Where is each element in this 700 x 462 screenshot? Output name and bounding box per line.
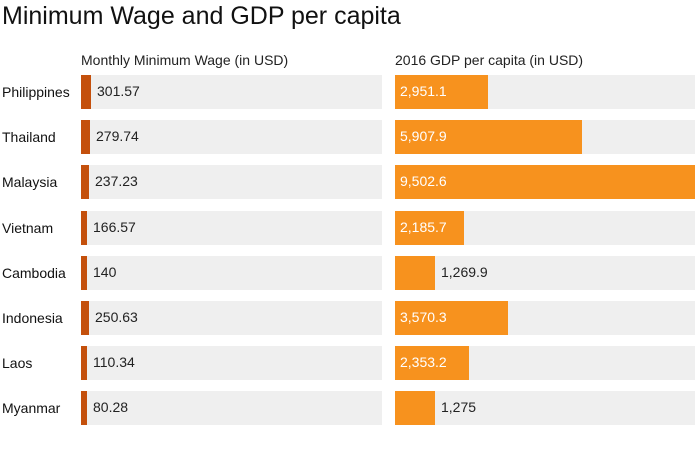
wage-track-malaysia	[81, 165, 382, 199]
wage-bar-laos	[81, 346, 87, 380]
wage-bar-myanmar	[81, 391, 87, 425]
gdp-track-cambodia	[395, 256, 695, 290]
gdp-value-myanmar: 1,275	[441, 399, 477, 415]
wage-track-vietnam	[81, 211, 382, 245]
gdp-value-indonesia: 3,570.3	[400, 309, 447, 325]
gdp-value-philippines: 2,951.1	[400, 83, 447, 99]
category-label-indonesia: Indonesia	[2, 310, 63, 326]
wage-bar-thailand	[81, 120, 90, 154]
gdp-value-cambodia: 1,269.9	[441, 264, 488, 280]
category-label-cambodia: Cambodia	[2, 265, 66, 281]
wage-value-indonesia: 250.63	[95, 309, 138, 325]
category-label-laos: Laos	[2, 355, 33, 371]
category-label-thailand: Thailand	[2, 129, 56, 145]
wage-value-myanmar: 80.28	[93, 399, 129, 415]
gdp-value-malaysia: 9,502.6	[400, 173, 447, 189]
gdp-track-myanmar	[395, 391, 695, 425]
gdp-bar-malaysia	[395, 165, 695, 199]
gdp-value-vietnam: 2,185.7	[400, 219, 447, 235]
wage-value-malaysia: 237.23	[95, 173, 138, 189]
gdp-bar-thailand	[395, 120, 582, 154]
wage-bar-cambodia	[81, 256, 87, 290]
wage-bar-philippines	[81, 75, 91, 109]
wage-value-thailand: 279.74	[96, 128, 139, 144]
category-label-myanmar: Myanmar	[2, 400, 61, 416]
wage-bar-indonesia	[81, 301, 89, 335]
wage-track-myanmar	[81, 391, 382, 425]
wage-track-laos	[81, 346, 382, 380]
wage-track-thailand	[81, 120, 382, 154]
wage-value-philippines: 301.57	[97, 83, 140, 99]
gdp-value-laos: 2,353.2	[400, 354, 447, 370]
wage-bar-malaysia	[81, 165, 89, 199]
gdp-bar-indonesia	[395, 301, 508, 335]
wage-value-cambodia: 140	[93, 264, 117, 280]
gdp-bar-philippines	[395, 75, 488, 109]
gdp-column-header: 2016 GDP per capita (in USD)	[395, 52, 584, 68]
wage-track-indonesia	[81, 301, 382, 335]
gdp-bar-myanmar	[395, 391, 435, 425]
wage-bar-vietnam	[81, 211, 87, 245]
wage-column-header: Monthly Minimum Wage (in USD)	[81, 52, 289, 68]
gdp-value-thailand: 5,907.9	[400, 128, 447, 144]
gdp-bar-laos	[395, 346, 469, 380]
category-label-vietnam: Vietnam	[2, 220, 54, 236]
wage-track-philippines	[81, 75, 382, 109]
wage-value-laos: 110.34	[93, 354, 135, 370]
gdp-bar-cambodia	[395, 256, 435, 290]
category-label-philippines: Philippines	[2, 84, 70, 100]
chart-title: Minimum Wage and GDP per capita	[2, 2, 401, 30]
wage-value-vietnam: 166.57	[93, 219, 136, 235]
category-label-malaysia: Malaysia	[2, 174, 58, 190]
gdp-bar-vietnam	[395, 211, 464, 245]
wage-track-cambodia	[81, 256, 382, 290]
